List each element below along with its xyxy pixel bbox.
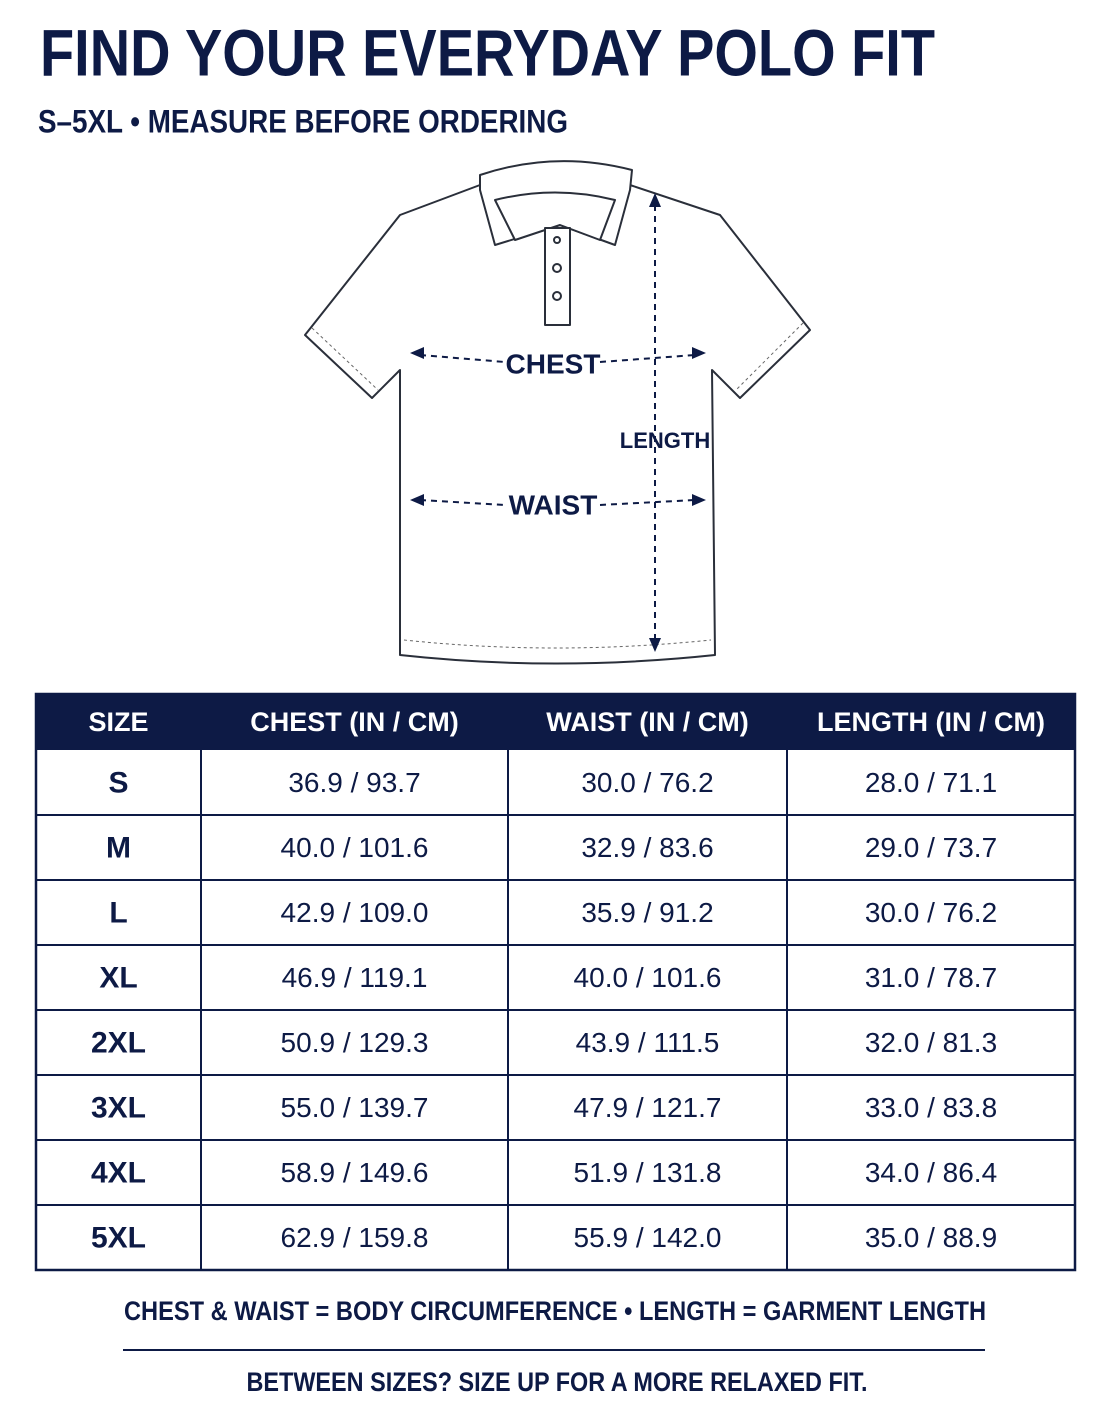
size-cell: S — [108, 766, 128, 799]
cell: 51.9 / 131.8 — [574, 1157, 722, 1188]
cell: 40.0 / 101.6 — [281, 832, 429, 863]
cell: 32.9 / 83.6 — [581, 832, 713, 863]
cell: 32.0 / 81.3 — [865, 1027, 997, 1058]
cell: 35.0 / 88.9 — [865, 1222, 997, 1253]
table-header-bg — [36, 694, 1075, 750]
size-cell: L — [109, 896, 127, 929]
cell: 35.9 / 91.2 — [581, 897, 713, 928]
cell: 30.0 / 76.2 — [581, 767, 713, 798]
chest-label: CHEST — [506, 348, 601, 379]
measure-arrows — [410, 193, 706, 652]
polo-illustration — [304, 160, 811, 665]
cell: 31.0 / 78.7 — [865, 962, 997, 993]
cell: 47.9 / 121.7 — [574, 1092, 722, 1123]
size-cell: 3XL — [91, 1091, 146, 1124]
subtitle: S–5XL • MEASURE BEFORE ORDERING — [38, 103, 568, 139]
column-header: WAIST (IN / CM) — [546, 707, 748, 737]
waist-label: WAIST — [509, 489, 598, 520]
cell: 36.9 / 93.7 — [288, 767, 420, 798]
footer-note: CHEST & WAIST = BODY CIRCUMFERENCE • LEN… — [124, 1296, 986, 1326]
cell: 50.9 / 129.3 — [281, 1027, 429, 1058]
cell: 28.0 / 71.1 — [865, 767, 997, 798]
size-cell: XL — [99, 961, 137, 994]
cell: 30.0 / 76.2 — [865, 897, 997, 928]
column-header: LENGTH (IN / CM) — [817, 707, 1045, 737]
cell: 33.0 / 83.8 — [865, 1092, 997, 1123]
size-cell: 4XL — [91, 1156, 146, 1189]
column-header: CHEST (IN / CM) — [250, 707, 459, 737]
title: FIND YOUR EVERYDAY POLO FIT — [40, 15, 935, 89]
cell: 58.9 / 149.6 — [281, 1157, 429, 1188]
cell: 55.0 / 139.7 — [281, 1092, 429, 1123]
size-cell: M — [106, 831, 131, 864]
cell: 42.9 / 109.0 — [281, 897, 429, 928]
cell: 62.9 / 159.8 — [281, 1222, 429, 1253]
size-cell: 2XL — [91, 1026, 146, 1059]
size-table: SIZE CHEST (IN / CM) WAIST (IN / CM) LENGTH… — [34, 692, 1077, 1272]
cell: 43.9 / 111.5 — [576, 1027, 720, 1058]
table-border — [34, 692, 1077, 1272]
cell: 40.0 / 101.6 — [574, 962, 722, 993]
size-cell: 5XL — [91, 1221, 146, 1254]
cell: 29.0 / 73.7 — [865, 832, 997, 863]
cell: 34.0 / 86.4 — [865, 1157, 997, 1188]
column-header: SIZE — [88, 707, 148, 737]
length-label: LENGTH — [620, 428, 710, 453]
footer-tip: BETWEEN SIZES? SIZE UP FOR A MORE RELAXE… — [247, 1367, 868, 1397]
cell: 46.9 / 119.1 — [282, 962, 428, 993]
cell: 55.9 / 142.0 — [574, 1222, 722, 1253]
